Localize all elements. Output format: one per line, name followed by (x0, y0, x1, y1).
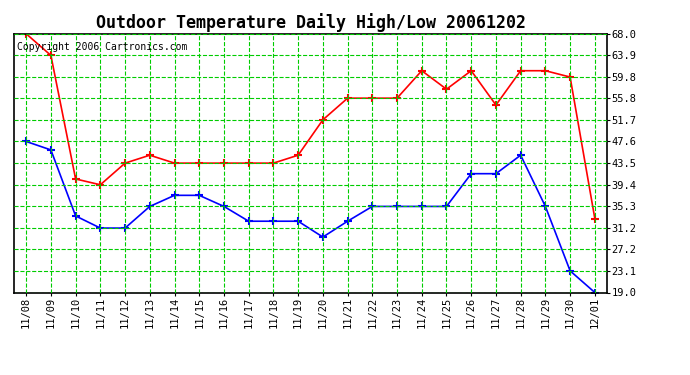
Text: Copyright 2006 Cartronics.com: Copyright 2006 Cartronics.com (17, 42, 187, 51)
Title: Outdoor Temperature Daily High/Low 20061202: Outdoor Temperature Daily High/Low 20061… (95, 13, 526, 32)
